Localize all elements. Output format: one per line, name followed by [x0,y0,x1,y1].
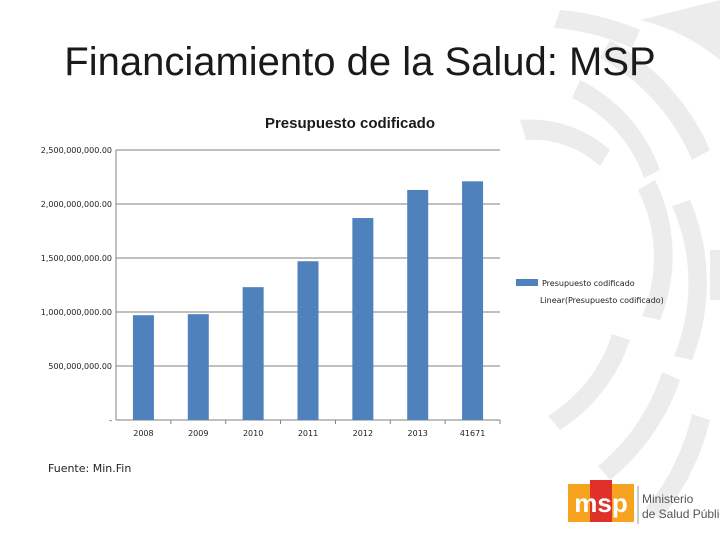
x-tick-label: 41671 [460,429,485,438]
chart-title: Presupuesto codificado [264,115,436,132]
y-tick-label: 2,000,000,000.00 [41,200,112,209]
x-tick-label: 2011 [298,429,318,438]
y-tick-label: - [109,416,112,425]
bar [132,315,154,420]
y-tick-label: 1,000,000,000.00 [41,308,112,317]
x-tick-label: 2010 [243,429,263,438]
legend-trendline-label: Linear(Presupuesto codificado) [540,296,664,305]
bar [187,314,209,420]
svg-text:msp: msp [574,488,627,518]
x-tick-label: 2008 [133,429,153,438]
bar [407,189,429,420]
msp-logo: msp Ministerio de Salud Públic [568,480,720,524]
x-tick-label: 2009 [188,429,208,438]
bar [242,287,264,420]
x-tick-label: 2012 [353,429,373,438]
legend-label: Presupuesto codificado [542,279,635,288]
svg-text:Ministerio: Ministerio [642,492,694,506]
bar [352,218,374,420]
y-tick-label: 1,500,000,000.00 [41,254,112,263]
y-tick-label: 500,000,000.00 [48,362,112,371]
legend-swatch [516,279,538,286]
source-note: Fuente: Min.Fin [48,462,132,475]
bar [462,181,484,420]
slide-title: Financiamiento de la Salud: MSP [64,40,656,84]
x-tick-label: 2013 [408,429,428,438]
svg-text:de Salud Públic: de Salud Públic [642,507,720,521]
background-pattern [520,0,720,520]
y-tick-label: 2,500,000,000.00 [41,146,112,155]
bar [297,261,319,420]
